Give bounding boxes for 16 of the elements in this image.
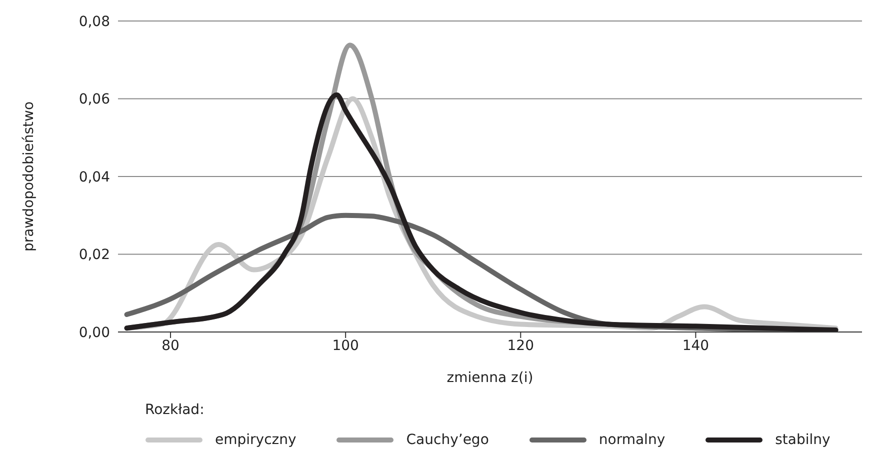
y-tick-label: 0,04 <box>78 169 110 186</box>
x-tick-label: 80 <box>162 338 180 354</box>
y-tick-label: 0,00 <box>78 324 110 341</box>
y-tick-label: 0,02 <box>78 247 110 264</box>
legend-label: empiryczny <box>215 432 296 448</box>
y-axis-title: prawdopodobieństwo <box>20 101 37 252</box>
y-tick-label: 0,06 <box>78 92 110 108</box>
x-tick-label: 120 <box>507 338 534 354</box>
legend-label: stabilny <box>775 432 830 448</box>
x-tick-label: 140 <box>682 338 710 354</box>
legend-title: Rozkład: <box>145 402 206 418</box>
legend-label: normalny <box>598 432 666 448</box>
legend-label: Cauchy’ego <box>406 432 489 448</box>
y-tick-label: 0,08 <box>78 14 110 30</box>
x-axis-title: zmienna z(i) <box>446 370 534 386</box>
x-tick-label: 100 <box>332 338 359 354</box>
